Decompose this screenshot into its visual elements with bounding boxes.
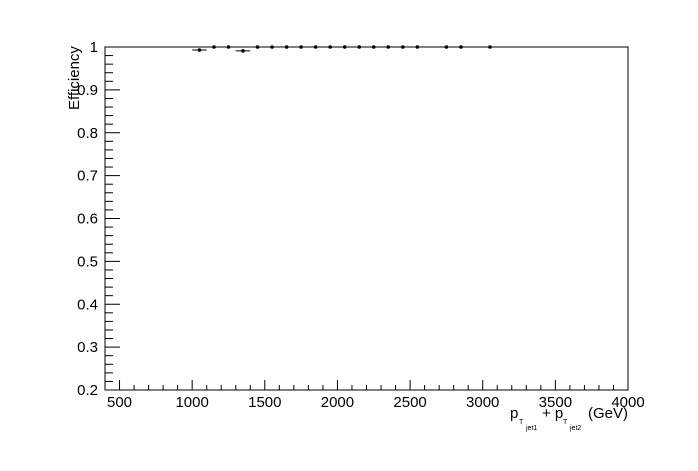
- y-tick-label: 0.7: [77, 168, 98, 185]
- data-points: [192, 45, 498, 53]
- x-axis-title-p1: p: [510, 405, 518, 422]
- x-axis-title-t1: T: [519, 419, 524, 426]
- data-point: [250, 45, 265, 49]
- y-tick-label: 0.9: [77, 82, 98, 99]
- point-marker: [313, 45, 318, 49]
- y-tick-label: 0.5: [77, 253, 98, 270]
- x-axis-tick-labels: 500 1000 1500 2000 2500 3000 3500 4000: [107, 394, 645, 411]
- point-marker: [255, 45, 260, 49]
- y-tick-label: 0.6: [77, 211, 98, 228]
- y-tick-label: 0.4: [77, 296, 98, 313]
- data-point: [235, 49, 251, 53]
- y-axis-tick-labels: 0.2 0.3 0.4 0.5 0.6 0.7 0.8 0.9 1: [77, 39, 98, 399]
- point-marker: [342, 45, 347, 49]
- point-marker: [197, 48, 202, 52]
- x-tick-label: 1500: [248, 394, 281, 411]
- x-tick-label: 2000: [321, 394, 354, 411]
- x-axis-title-unit: (GeV): [588, 405, 628, 422]
- x-tick-label: 2500: [393, 394, 426, 411]
- data-point: [453, 45, 469, 49]
- plot-frame: [104, 46, 629, 391]
- x-tick-label: 3500: [539, 394, 572, 411]
- data-point: [410, 45, 425, 49]
- data-point: [337, 45, 352, 49]
- data-point: [221, 45, 236, 49]
- data-point: [279, 45, 294, 49]
- point-marker: [328, 45, 332, 49]
- x-axis-title-jet2: jet2: [569, 425, 581, 432]
- data-point: [395, 45, 411, 49]
- x-tick-label: 500: [107, 394, 132, 411]
- x-axis-title: p T jet1 + p T jet2 (GeV): [510, 405, 628, 432]
- x-axis-title-t2: T: [563, 419, 568, 426]
- data-point: [366, 45, 382, 49]
- y-tick-label: 0.3: [77, 339, 98, 356]
- point-marker: [284, 45, 289, 49]
- point-marker: [386, 45, 391, 49]
- x-axis-ticks: [104, 380, 629, 390]
- data-point: [439, 45, 454, 49]
- data-point: [192, 48, 207, 52]
- point-marker: [371, 45, 376, 49]
- y-axis-title: Efficiency: [66, 46, 83, 110]
- x-tick-label: 4000: [611, 394, 644, 411]
- point-marker: [459, 45, 463, 49]
- data-point: [293, 45, 309, 49]
- x-axis-title-plus: + p: [542, 405, 563, 422]
- data-point: [264, 45, 280, 49]
- x-tick-label: 3000: [466, 394, 499, 411]
- data-point: [308, 45, 323, 49]
- point-marker: [299, 45, 303, 49]
- point-marker: [241, 49, 245, 53]
- data-point: [322, 45, 338, 49]
- point-marker: [444, 45, 449, 49]
- y-tick-label: 1: [90, 39, 98, 56]
- y-tick-label: 0.2: [77, 382, 98, 399]
- point-marker: [212, 45, 216, 49]
- data-point: [351, 45, 367, 49]
- point-marker: [401, 45, 405, 49]
- y-axis-ticks: [105, 46, 120, 391]
- point-marker: [415, 45, 420, 49]
- y-tick-label: 0.8: [77, 125, 98, 142]
- x-axis-title-jet1: jet1: [525, 425, 537, 432]
- data-point: [482, 45, 498, 49]
- point-marker: [270, 45, 274, 49]
- x-tick-label: 1000: [175, 394, 208, 411]
- point-marker: [488, 45, 492, 49]
- data-point: [206, 45, 222, 49]
- data-point: [381, 45, 396, 49]
- point-marker: [226, 45, 231, 49]
- point-marker: [357, 45, 362, 49]
